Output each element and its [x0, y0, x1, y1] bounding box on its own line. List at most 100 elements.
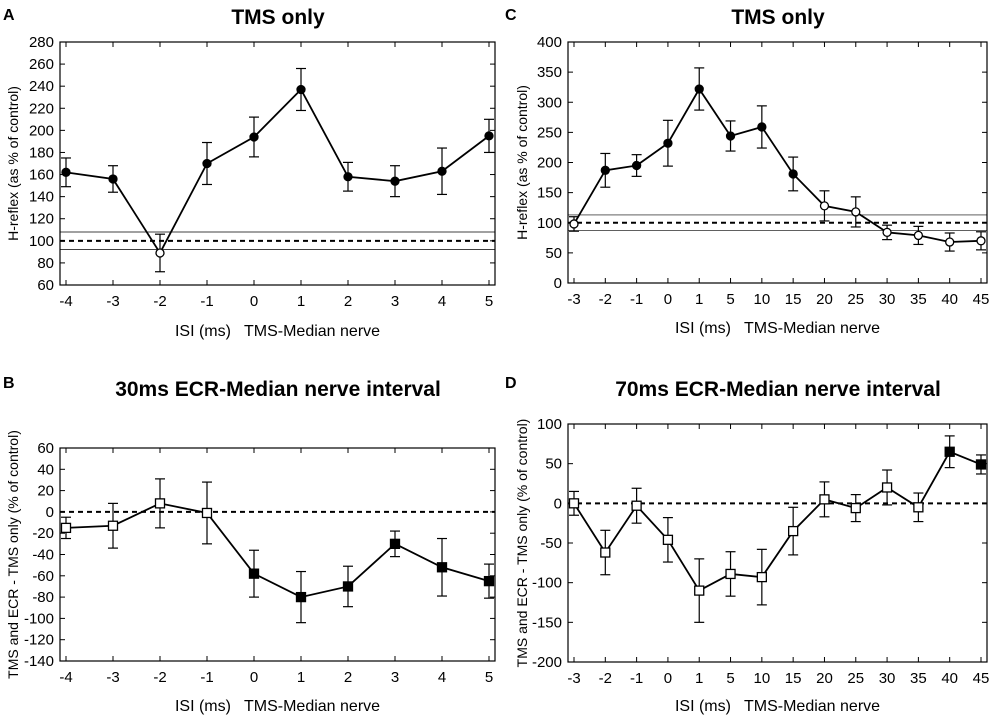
panel-b-data-point: [483, 575, 495, 587]
panel-c-x-axis-label: ISI (ms) TMS-Median nerve: [675, 320, 880, 337]
panel-d-x-tick-label: 35: [910, 670, 927, 687]
panel-b-x-tick-label: -2: [153, 669, 166, 686]
panel-d-data-point: [944, 446, 955, 457]
panel-b-data-point: [389, 538, 401, 549]
panel-a-data-point: [108, 174, 118, 184]
panel-d-y-tick-label: -200: [532, 654, 562, 671]
panel-c-data-point: [976, 236, 986, 246]
panel-a-y-tick-label: 220: [29, 100, 54, 117]
panel-c-y-tick-label: 200: [537, 155, 562, 172]
panel-a-data-point: [390, 176, 400, 186]
panel-b-axes-frame: [59, 447, 496, 662]
panel-b-x-tick-label: 2: [344, 669, 352, 686]
panel-c-title: TMS only: [731, 6, 825, 29]
panel-d-y-axis-label: TMS and ECR - TMS only (% of control): [514, 419, 530, 668]
panel-d-x-tick-label: -3: [567, 670, 580, 687]
panel-b-y-tick-label: -60: [32, 568, 54, 585]
panel-c-axes-frame: [567, 41, 988, 284]
panel-a-y-tick-label: 200: [29, 122, 54, 139]
panel-d-x-tick-label: 20: [816, 670, 833, 687]
panel-c-y-tick-label: 150: [537, 185, 562, 202]
panel-b-title: 30ms ECR-Median nerve interval: [115, 378, 441, 401]
panel-b-data-point: [436, 562, 448, 573]
panel-c-data-point: [725, 131, 736, 141]
panel-b-y-tick-label: 0: [46, 504, 54, 521]
panel-c-data-point: [757, 122, 767, 132]
panel-a-data-point: [296, 84, 306, 95]
panel-b-data-point: [295, 591, 307, 603]
panel-a-y-tick-label: 140: [29, 189, 54, 206]
panel-a-x-tick-label: 5: [485, 293, 493, 310]
panel-c-x-tick-label: -1: [630, 291, 643, 308]
panel-d-data-point: [568, 498, 580, 509]
panel-c-x-tick-label: 1: [695, 291, 703, 308]
panel-b-x-axis-label: ISI (ms) TMS-Median nerve: [175, 698, 380, 715]
panel-a-x-axis-label: ISI (ms) TMS-Median nerve: [175, 323, 380, 340]
panel-a-y-tick-label: 180: [29, 144, 54, 161]
panel-a-x-tick-label: -3: [106, 293, 119, 310]
panel-a-y-tick-label: 120: [29, 211, 54, 228]
panel-b-y-tick-label: 40: [37, 461, 54, 478]
panel-c-y-tick-label: 0: [554, 275, 562, 292]
panel-c-x-tick-label: 25: [847, 291, 864, 308]
panel-b-y-tick-label: -80: [32, 589, 54, 606]
panel-d-x-axis-label: ISI (ms) TMS-Median nerve: [675, 698, 880, 715]
panel-d-series-line: [573, 450, 982, 592]
panel-b-y-tick-label: -100: [24, 610, 54, 627]
panel-c-data-point: [663, 138, 673, 148]
panel-d-data-point: [975, 459, 987, 470]
panel-b-data-point: [60, 522, 72, 534]
panel-d-letter: D: [505, 375, 517, 392]
panel-a-y-tick-label: 60: [37, 277, 54, 294]
panel-d-data-point: [850, 502, 861, 514]
panel-d-data-point: [725, 568, 736, 580]
panel-d-y-tick-label: 100: [537, 416, 562, 433]
panel-b-x-tick-label: -1: [200, 669, 213, 686]
panel-d-data-point: [631, 500, 642, 511]
panel-b-data-point: [342, 581, 354, 592]
panel-a-data-point: [249, 132, 259, 142]
panel-b-data-point: [107, 520, 119, 531]
panel-c-x-tick-label: 45: [973, 291, 990, 308]
panel-d-x-tick-label: 25: [847, 670, 864, 687]
panel-b-data-point: [248, 568, 260, 579]
panel-d-data-point: [662, 534, 674, 545]
panel-c-data-point: [882, 227, 892, 238]
panel-a-data-point: [202, 158, 212, 169]
panel-c-letter: C: [505, 7, 517, 24]
panel-c-y-tick-label: 350: [537, 64, 562, 81]
panel-b-y-tick-label: -40: [32, 547, 54, 564]
panel-c-y-axis-label: H-reflex (as % of control): [514, 85, 530, 240]
panel-c-x-tick-label: 5: [726, 291, 734, 308]
panel-a-y-tick-label: 80: [37, 255, 54, 272]
panel-c-x-tick-label: 0: [664, 291, 672, 308]
panel-c-y-tick-label: 250: [537, 124, 562, 141]
panel-a-data-point: [484, 131, 494, 141]
panel-a-title: TMS only: [231, 6, 325, 29]
panel-b-x-tick-label: 1: [297, 669, 305, 686]
panel-d-data-point: [756, 571, 767, 583]
panel-b-data-point: [154, 498, 166, 509]
panel-b-y-tick-label: -140: [24, 653, 54, 670]
panel-c-x-tick-label: -2: [599, 291, 612, 308]
panel-b-y-axis-label: TMS and ECR - TMS only (% of control): [5, 430, 21, 679]
panel-b-series-line: [65, 502, 490, 599]
panel-c-y-tick-label: 100: [537, 215, 562, 232]
panel-d-data-point: [913, 502, 924, 513]
panel-b-y-tick-label: 20: [37, 483, 54, 500]
panel-a-data-point: [155, 248, 165, 258]
panel-a-x-tick-label: 4: [438, 293, 446, 310]
panel-d-y-tick-label: 0: [554, 495, 562, 512]
panel-a-x-tick-label: 0: [250, 293, 258, 310]
panel-d-x-tick-label: -2: [599, 670, 612, 687]
panel-a-y-tick-label: 160: [29, 167, 54, 184]
panel-c-x-tick-label: 15: [785, 291, 802, 308]
panel-c-data-point: [788, 169, 798, 179]
panel-a-x-tick-label: 3: [391, 293, 399, 310]
panel-a-x-tick-label: -2: [153, 293, 166, 310]
panel-c-data-point: [945, 237, 955, 247]
panel-a-y-axis-label: H-reflex (as % of control): [5, 86, 21, 241]
panel-a-x-tick-label: 2: [344, 293, 352, 310]
panel-a-y-tick-label: 260: [29, 56, 54, 73]
